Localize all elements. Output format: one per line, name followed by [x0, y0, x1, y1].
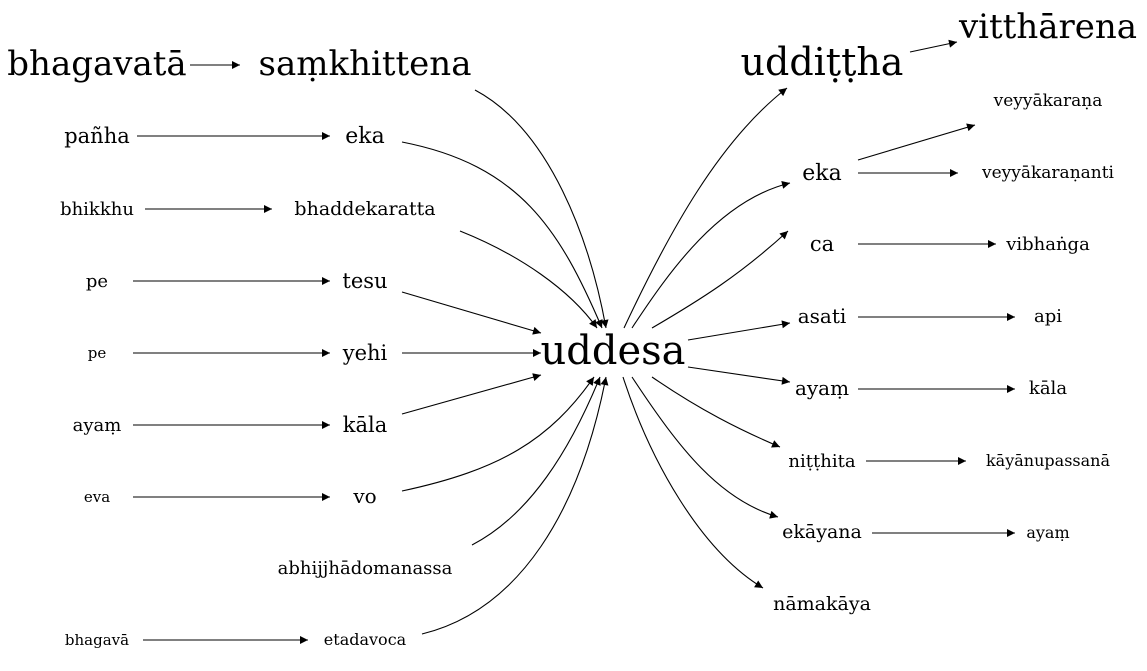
- edge-uddesa-ayam: [687, 366, 791, 385]
- edge-eka-uddesa: [401, 141, 603, 329]
- left-source-bhagavata: bhagavatā: [7, 44, 186, 84]
- edge-uddittha-vittharena: [909, 39, 958, 53]
- left-target-abhijjhadomanassa: abhijjhādomanassa: [278, 558, 453, 579]
- right-source-nitthita: niṭṭhita: [788, 451, 855, 472]
- right-source-ca: ca: [810, 232, 834, 256]
- left-target-eka: eka: [345, 124, 384, 149]
- right-target-vibhanga: vibhaṅga: [1005, 234, 1090, 255]
- edges: [133, 39, 1015, 644]
- left-source-ayam: ayaṃ: [73, 415, 122, 436]
- edge-uddesa-asati: [687, 320, 791, 341]
- left-target-vo: vo: [352, 484, 376, 508]
- edge-eka-veyyakarana: [857, 123, 976, 161]
- right-target-kayanupassana: kāyānupassanā: [986, 451, 1110, 470]
- right-target-veyyakarananti: veyyākaraṇanti: [981, 163, 1115, 183]
- left-target-bhaddekaratta: bhaddekaratta: [294, 198, 435, 220]
- right-source-eka: eka: [802, 161, 841, 186]
- left-target-tesu: tesu: [342, 269, 387, 293]
- left-source-eva: eva: [84, 488, 110, 506]
- edge-uddesa-namakaya: [622, 376, 764, 589]
- center-node: uddesa: [540, 328, 685, 374]
- edge-bhaddekaratta-uddesa: [459, 230, 598, 329]
- edge-uddesa-nitthita: [651, 376, 781, 448]
- labels: uddesa bhagavatā pañha bhikkhu pe pe aya…: [7, 7, 1137, 649]
- left-source-bhagava: bhagavā: [65, 631, 129, 649]
- left-target-kala: kāla: [343, 413, 387, 437]
- edge-abhijjhadomanassa-uddesa: [471, 376, 601, 546]
- right-source-ayam: ayaṃ: [795, 376, 849, 400]
- edge-vo-uddesa: [401, 376, 595, 492]
- left-target-samkhittena: saṃkhittena: [259, 44, 472, 84]
- edge-uddesa-ekayana: [631, 376, 779, 519]
- edge-uddesa-uddittha: [623, 87, 788, 329]
- edge-uddesa-eka: [631, 181, 791, 329]
- left-target-yehi: yehi: [342, 341, 388, 365]
- right-source-asati: asati: [798, 304, 847, 328]
- right-target-vittharena: vitthārena: [958, 7, 1137, 47]
- right-target-kala: kāla: [1029, 378, 1067, 399]
- right-source-uddittha: uddiṭṭha: [741, 40, 904, 84]
- right-source-ekayana: ekāyana: [782, 521, 862, 543]
- left-source-panha: pañha: [64, 124, 130, 148]
- edge-tesu-uddesa: [401, 291, 542, 335]
- left-source-bhikkhu: bhikkhu: [60, 199, 134, 220]
- right-target-veyyakarana: veyyākaraṇa: [993, 91, 1103, 111]
- right-target-api: api: [1034, 306, 1062, 327]
- edge-samkhittena-uddesa: [474, 89, 609, 329]
- edge-uddesa-ca: [651, 230, 789, 329]
- left-target-etadavoca: etadavoca: [324, 630, 407, 649]
- right-source-namakaya: nāmakāya: [773, 593, 871, 615]
- left-source-pe-2: pe: [88, 344, 107, 362]
- edge-kala-uddesa: [401, 373, 542, 415]
- edge-etadavoca-uddesa: [421, 376, 609, 635]
- right-target-ayam: ayaṃ: [1026, 523, 1069, 542]
- left-source-pe-1: pe: [86, 271, 108, 292]
